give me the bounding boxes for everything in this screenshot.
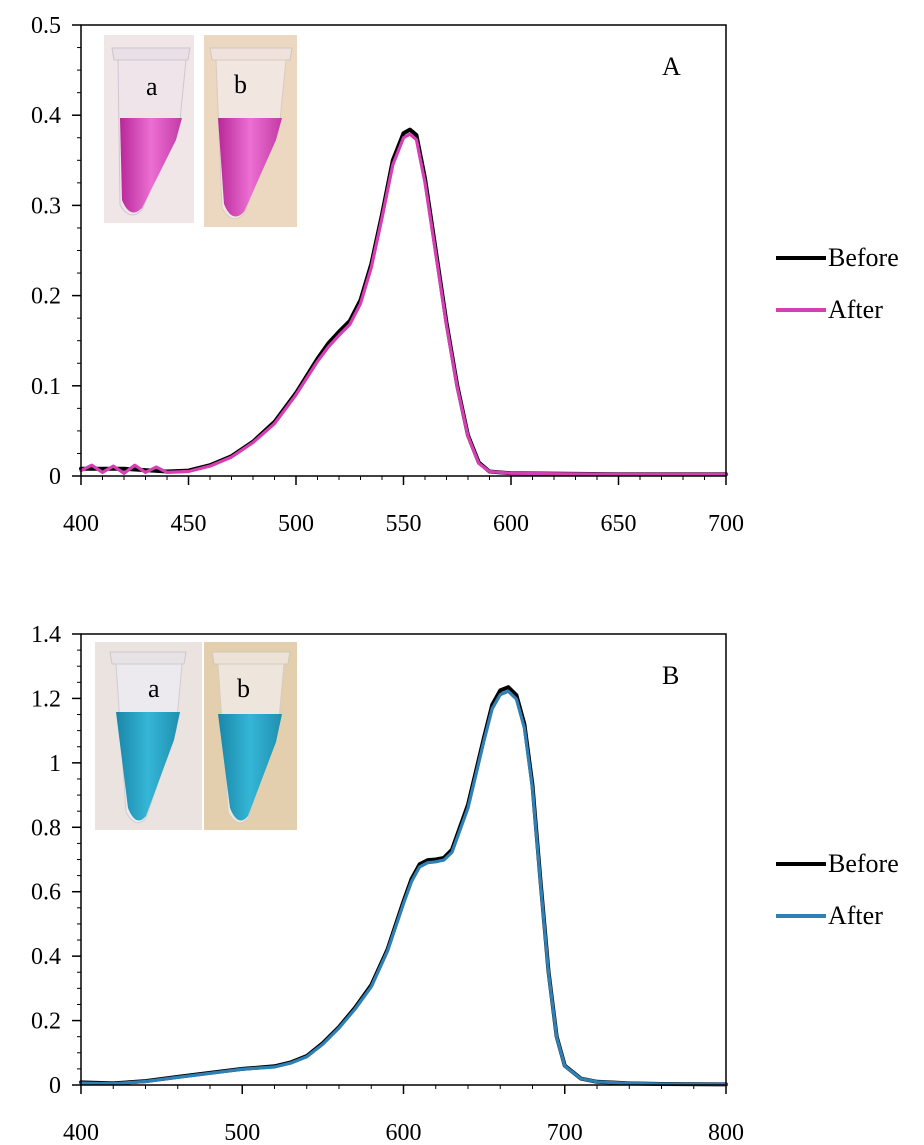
panel-b-x-tick-label: 400 bbox=[63, 1120, 99, 1145]
tube-b-panel-b-liquid bbox=[218, 714, 282, 821]
panel-b-y-tick-label: 1 bbox=[49, 751, 61, 777]
panel-b-series bbox=[79, 685, 728, 1087]
panel-a-x-tick-label: 500 bbox=[278, 511, 314, 537]
panel-a-y-tick-label: 0.3 bbox=[31, 193, 61, 219]
panel-a-x-tick-label: 600 bbox=[493, 511, 529, 537]
panel-a-y-tick-label: 0.5 bbox=[31, 13, 61, 39]
tube-b-cap bbox=[209, 47, 293, 61]
panel-b-y-tick-label: 1.2 bbox=[31, 686, 61, 712]
panel-a-series-after-line bbox=[79, 132, 728, 476]
panel-a-label: A bbox=[662, 52, 681, 81]
tube-a-cap bbox=[111, 47, 191, 61]
tube-b-panel-b-label: b bbox=[237, 674, 250, 703]
tube-b-panel-a-cap bbox=[109, 651, 187, 665]
tube-b-panel-a-liquid bbox=[116, 712, 180, 821]
panel-a-x-tick-label: 650 bbox=[601, 511, 637, 537]
panel-b-y-tick-label: 0 bbox=[49, 1073, 61, 1099]
panel-a: a b 400 450 500 550 600 650 700 0 0.1 0.2 0.3 0.4 0.… bbox=[31, 13, 899, 537]
panel-b-y-tick-label: 0.2 bbox=[31, 1009, 61, 1035]
panel-b-inset-photo: a b bbox=[95, 642, 297, 830]
tube-a-liquid bbox=[120, 118, 182, 213]
panel-b-x-tick-label: 600 bbox=[386, 1120, 422, 1145]
panel-b-axes: 400 500 600 700 800 0 0.2 0.4 0.6 0.8 1 1.2 1.4 bbox=[31, 622, 744, 1145]
panel-b-x-tick-label: 800 bbox=[708, 1120, 744, 1145]
panel-a-y-tick-label: 0.2 bbox=[31, 284, 61, 310]
panel-b-legend: Before After bbox=[776, 849, 899, 930]
legend-a-before-label: Before bbox=[828, 243, 899, 272]
panel-b-y-tick-label: 1.4 bbox=[31, 622, 61, 648]
panel-a-y-tick-label: 0 bbox=[49, 464, 61, 490]
legend-a-after-label: After bbox=[828, 295, 883, 324]
panel-b-y-tick-label: 0.8 bbox=[31, 815, 61, 841]
panel-b-y-tick-label: 0.6 bbox=[31, 880, 61, 906]
legend-b-after-label: After bbox=[828, 901, 883, 930]
panel-a-x-tick-label: 450 bbox=[171, 511, 207, 537]
panel-b-series-after-line bbox=[79, 689, 728, 1086]
panel-a-y-tick-label: 0.1 bbox=[31, 374, 61, 400]
panel-b-label: B bbox=[662, 661, 679, 690]
panel-b: a b 400 500 600 700 80000.20.40.60.811.21.4 … bbox=[31, 622, 899, 1145]
panel-a-inset-photo: a b bbox=[104, 35, 297, 227]
tube-b-label: b bbox=[234, 70, 247, 99]
panel-a-y-tick-label: 0.4 bbox=[31, 103, 61, 129]
panel-a-x-tick-label: 400 bbox=[63, 511, 99, 537]
tube-b-liquid bbox=[218, 118, 282, 217]
panel-b-x-tick-label: 500 bbox=[224, 1120, 260, 1145]
panel-a-x-tick-label: 550 bbox=[386, 511, 422, 537]
legend-b-before-label: Before bbox=[828, 849, 899, 878]
panel-b-x-tick-label: 700 bbox=[547, 1120, 583, 1145]
tube-b-panel-a-label: a bbox=[148, 674, 160, 703]
panel-a-legend: Before After bbox=[776, 243, 899, 324]
panel-b-y-tick-label: 0.4 bbox=[31, 944, 61, 970]
tube-a-label: a bbox=[146, 72, 158, 101]
panel-a-axes: 400 450 500 550 600 650 700 0 0.1 0.2 0.3 0.4 0.5 bbox=[31, 13, 744, 537]
tube-b-panel-b-cap bbox=[211, 651, 291, 665]
panel-a-series bbox=[79, 127, 728, 477]
panel-a-x-tick-label: 700 bbox=[708, 511, 744, 537]
